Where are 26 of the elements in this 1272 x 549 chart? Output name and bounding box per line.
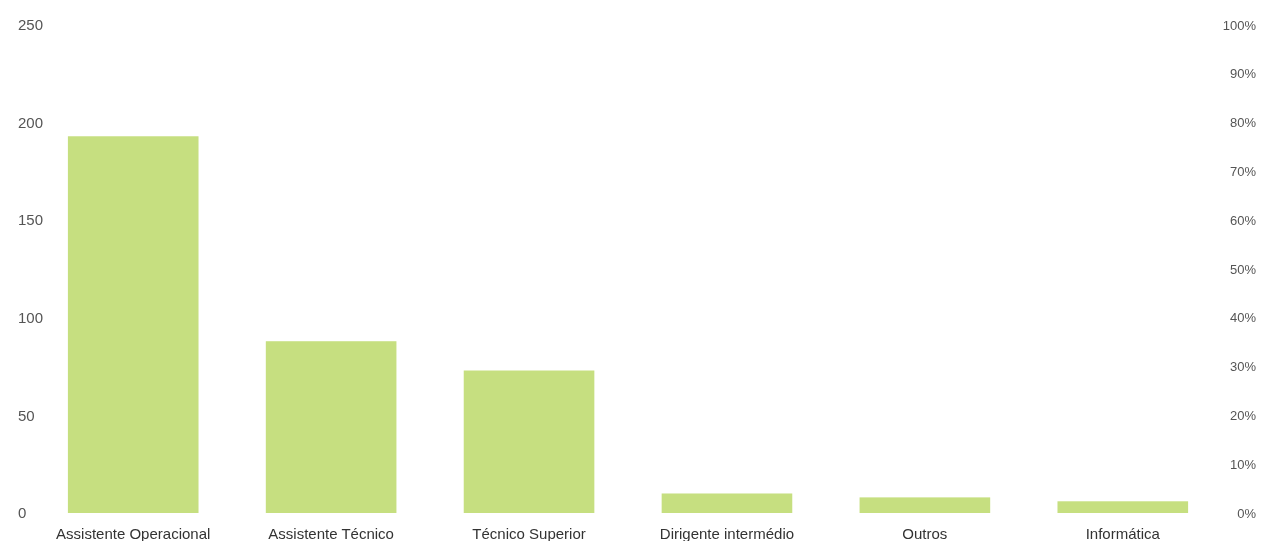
- bar: [1057, 501, 1189, 513]
- y-tick-label: 250: [18, 16, 44, 34]
- y2-tick-label: 100%: [1222, 17, 1257, 33]
- y2-tick-label: 90%: [1229, 66, 1257, 82]
- y2-tick-label: 60%: [1229, 212, 1257, 228]
- bar: [661, 493, 793, 513]
- bar: [67, 136, 199, 513]
- bar: [265, 341, 397, 513]
- bar: [859, 497, 991, 513]
- x-tick-label: Assistente Técnico: [268, 525, 394, 542]
- y-tick-label: 200: [18, 113, 44, 131]
- x-tick-label: Outros: [902, 525, 948, 542]
- y2-tick-label: 10%: [1229, 456, 1257, 472]
- y2-tick-label: 0%: [1237, 505, 1257, 521]
- y2-tick-label: 20%: [1229, 407, 1257, 423]
- x-tick-label: Informática: [1085, 525, 1161, 542]
- y2-tick-label: 80%: [1229, 115, 1257, 131]
- y2-tick-label: 40%: [1229, 310, 1257, 326]
- y2-tick-label: 70%: [1229, 163, 1257, 179]
- y-tick-label: 0: [18, 504, 27, 522]
- bar: [463, 370, 595, 513]
- y-tick-label: 150: [18, 211, 44, 229]
- y2-tick-label: 30%: [1229, 359, 1257, 375]
- y-tick-label: 100: [18, 309, 44, 327]
- y-tick-label: 50: [18, 406, 35, 424]
- y2-tick-label: 50%: [1229, 261, 1257, 277]
